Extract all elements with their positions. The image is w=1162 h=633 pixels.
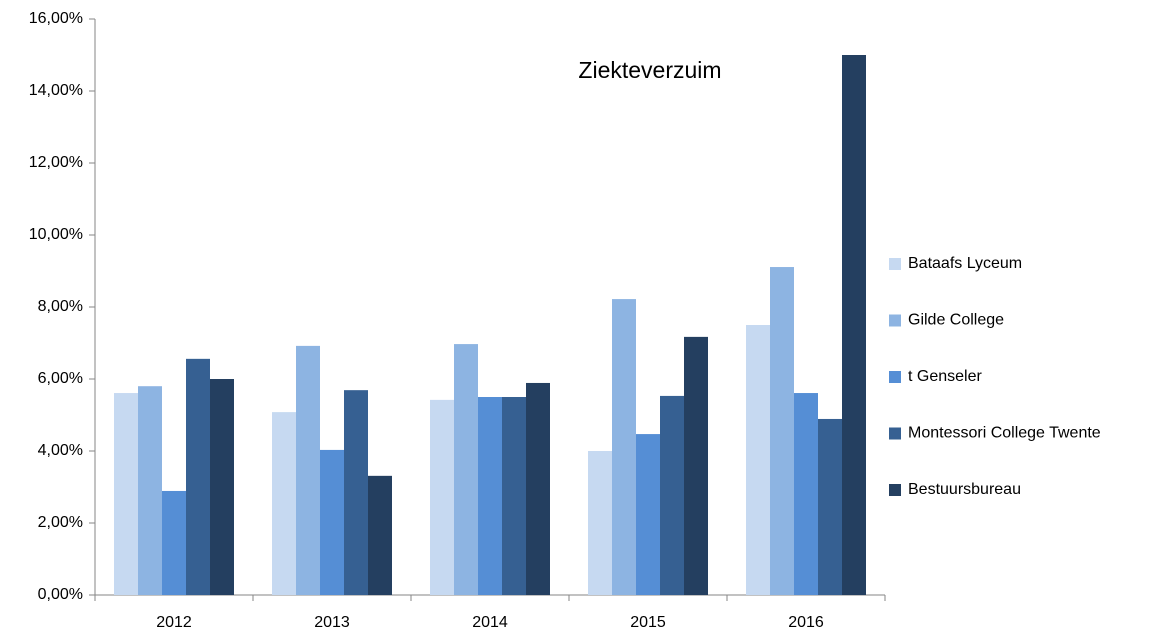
bar bbox=[454, 344, 478, 595]
bar bbox=[684, 336, 708, 595]
legend-swatch bbox=[889, 484, 901, 496]
y-tick-label: 6,00% bbox=[38, 370, 83, 387]
legend-label: Bestuursbureau bbox=[908, 481, 1021, 498]
x-tick-label: 2015 bbox=[630, 614, 666, 631]
bar bbox=[210, 379, 234, 595]
bar bbox=[320, 449, 344, 595]
legend-label: t Genseler bbox=[908, 368, 982, 385]
legend-label: Gilde College bbox=[908, 312, 1004, 329]
bar bbox=[478, 397, 502, 595]
bar bbox=[746, 325, 770, 595]
legend-swatch bbox=[889, 371, 901, 383]
bar bbox=[588, 451, 612, 595]
bar bbox=[770, 267, 794, 595]
x-tick-label: 2013 bbox=[314, 614, 350, 631]
y-tick-label: 0,00% bbox=[38, 586, 83, 603]
y-tick-label: 2,00% bbox=[38, 514, 83, 531]
bar bbox=[272, 412, 296, 595]
x-tick-label: 2012 bbox=[156, 614, 192, 631]
chart-title: Ziekteverzuim bbox=[578, 57, 721, 83]
bar bbox=[162, 490, 186, 595]
y-tick-label: 16,00% bbox=[29, 10, 83, 27]
bar bbox=[186, 358, 210, 595]
x-tick-label: 2014 bbox=[472, 614, 508, 631]
bar bbox=[344, 390, 368, 595]
legend-swatch bbox=[889, 314, 901, 327]
y-tick-label: 10,00% bbox=[29, 226, 83, 243]
bar bbox=[526, 382, 550, 595]
legend-label: Montessori College Twente bbox=[908, 425, 1101, 442]
legend-swatch bbox=[889, 258, 901, 270]
bar bbox=[138, 386, 162, 595]
bar bbox=[636, 434, 660, 595]
bar bbox=[502, 397, 526, 595]
bar bbox=[296, 345, 320, 595]
bar bbox=[114, 393, 138, 595]
bar bbox=[794, 393, 818, 595]
legend-swatch bbox=[889, 427, 901, 440]
bar bbox=[612, 299, 636, 595]
bar bbox=[368, 475, 392, 595]
bar bbox=[660, 395, 684, 595]
legend-label: Bataafs Lyceum bbox=[908, 255, 1022, 272]
y-tick-label: 4,00% bbox=[38, 442, 83, 459]
y-tick-label: 12,00% bbox=[29, 154, 83, 171]
y-tick-label: 8,00% bbox=[38, 298, 83, 315]
y-tick-label: 14,00% bbox=[29, 82, 83, 99]
bar bbox=[842, 55, 866, 595]
x-tick-label: 2016 bbox=[788, 614, 824, 631]
bar bbox=[818, 418, 842, 595]
bar bbox=[430, 399, 454, 595]
